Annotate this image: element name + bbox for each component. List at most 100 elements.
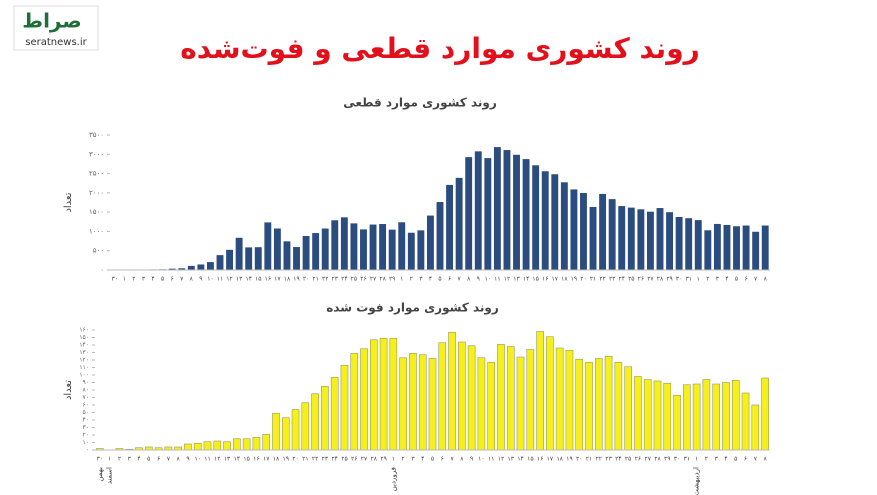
x-tick-label: ۱۳ <box>236 276 243 283</box>
x-tick-label: ۶ <box>157 456 160 463</box>
month-label: اردیبهشت <box>693 467 701 495</box>
x-tick-label: ۲۰ <box>292 456 298 463</box>
bar <box>262 433 271 451</box>
x-tick-label: ۲۹ <box>380 456 386 463</box>
bar <box>301 402 310 451</box>
x-tick-label: ۲۸ <box>654 456 661 463</box>
bar <box>604 355 613 451</box>
bar <box>589 206 597 270</box>
bar <box>560 182 568 270</box>
x-tick-label: ۱۸ <box>556 456 563 463</box>
x-tick-label: ۲۳ <box>332 276 339 283</box>
bar <box>398 222 406 270</box>
bar <box>428 358 437 451</box>
y-tick-label: ۲۰۰۰ <box>89 189 104 197</box>
x-tick-label: ۵ <box>734 456 737 463</box>
x-tick-label: ۱۲ <box>504 276 510 283</box>
bar <box>426 215 434 270</box>
y-tick-label: ۸۰ <box>83 387 89 394</box>
bar <box>585 361 593 451</box>
bar <box>446 184 454 270</box>
x-tick-label: ۹ <box>186 456 189 463</box>
bar <box>536 331 544 451</box>
x-tick-label: ۱ <box>108 456 111 463</box>
x-tick-label: ۱۸ <box>561 276 568 283</box>
bar <box>417 230 425 270</box>
bar <box>627 207 635 270</box>
x-tick-label: ۳ <box>716 276 720 283</box>
x-tick-label: ۸ <box>467 276 471 283</box>
x-tick-label: ۳۱ <box>684 456 690 463</box>
bar <box>216 255 224 270</box>
bar <box>283 241 291 270</box>
bar <box>193 442 202 451</box>
bar <box>555 347 564 451</box>
x-tick-label: ۲۷ <box>644 456 651 463</box>
bar <box>302 236 310 270</box>
x-tick-label: ۲ <box>706 276 709 283</box>
bar <box>637 209 645 270</box>
bar <box>702 379 711 451</box>
y-tick-label: ۱۰۰۰ <box>89 227 104 235</box>
bar <box>252 436 261 451</box>
x-tick-label: ۵ <box>161 276 164 283</box>
x-tick-label: ۷ <box>450 456 454 463</box>
bar <box>761 377 769 451</box>
bar <box>293 247 300 270</box>
x-tick-label: ۲۷ <box>370 276 377 283</box>
y-tick-label: ۱۲۰ <box>79 357 89 364</box>
x-tick-label: ۷ <box>167 456 171 463</box>
x-tick-label: ۴ <box>137 456 140 463</box>
bar <box>206 262 214 270</box>
bar <box>742 225 750 270</box>
x-tick-label: ۸ <box>190 276 194 283</box>
bar <box>575 358 584 451</box>
bar <box>673 394 681 451</box>
x-tick-label: ۶ <box>441 456 444 463</box>
x-tick-label: ۶ <box>744 276 747 283</box>
bar <box>399 357 407 451</box>
bar <box>656 208 664 270</box>
x-tick-label: ۱۹ <box>571 276 577 283</box>
bar <box>264 222 272 270</box>
y-tick-label: ۳۰ <box>83 424 89 431</box>
x-tick-label: ۱۵ <box>243 456 249 463</box>
x-tick-label: ۵ <box>431 456 434 463</box>
bar <box>646 211 654 270</box>
x-tick-label: ۲۰ <box>576 456 582 463</box>
bar <box>704 230 712 270</box>
x-tick-label: ۲۵ <box>341 456 347 463</box>
x-tick-label: ۲ <box>132 276 135 283</box>
x-tick-label: ۲۴ <box>341 276 347 283</box>
bar <box>197 264 205 270</box>
x-tick-label: ۱۴ <box>245 276 251 283</box>
x-tick-label: ۲۵ <box>625 456 631 463</box>
y-tick-label: ۲۵۰۰ <box>89 170 104 178</box>
x-tick-label: ۲۸ <box>379 276 386 283</box>
x-tick-label: ۱۲ <box>214 456 220 463</box>
x-tick-label: ۳ <box>128 456 132 463</box>
x-tick-label: ۹ <box>477 276 480 283</box>
bar <box>594 358 603 451</box>
x-tick-label: ۱ <box>400 276 403 283</box>
y-tick-label: ۷۰ <box>83 394 89 401</box>
bar <box>223 441 231 451</box>
x-tick-label: ۱۸ <box>273 456 280 463</box>
x-tick-label: ۲۶ <box>360 276 366 283</box>
x-tick-label: ۳ <box>419 276 423 283</box>
bar <box>409 352 417 451</box>
y-tick-label: ۴۰ <box>83 417 89 424</box>
bar <box>360 348 368 451</box>
bar <box>331 220 339 270</box>
x-tick-label: ۱۳ <box>224 456 231 463</box>
bar <box>541 171 549 270</box>
x-tick-label: ۳۱ <box>685 276 691 283</box>
x-tick-label: ۱۶ <box>537 456 543 463</box>
bar <box>311 393 319 451</box>
bar <box>340 364 349 451</box>
bar <box>663 382 672 451</box>
x-tick-label: ۳ <box>142 276 146 283</box>
bar <box>350 352 359 451</box>
bar <box>350 223 358 270</box>
